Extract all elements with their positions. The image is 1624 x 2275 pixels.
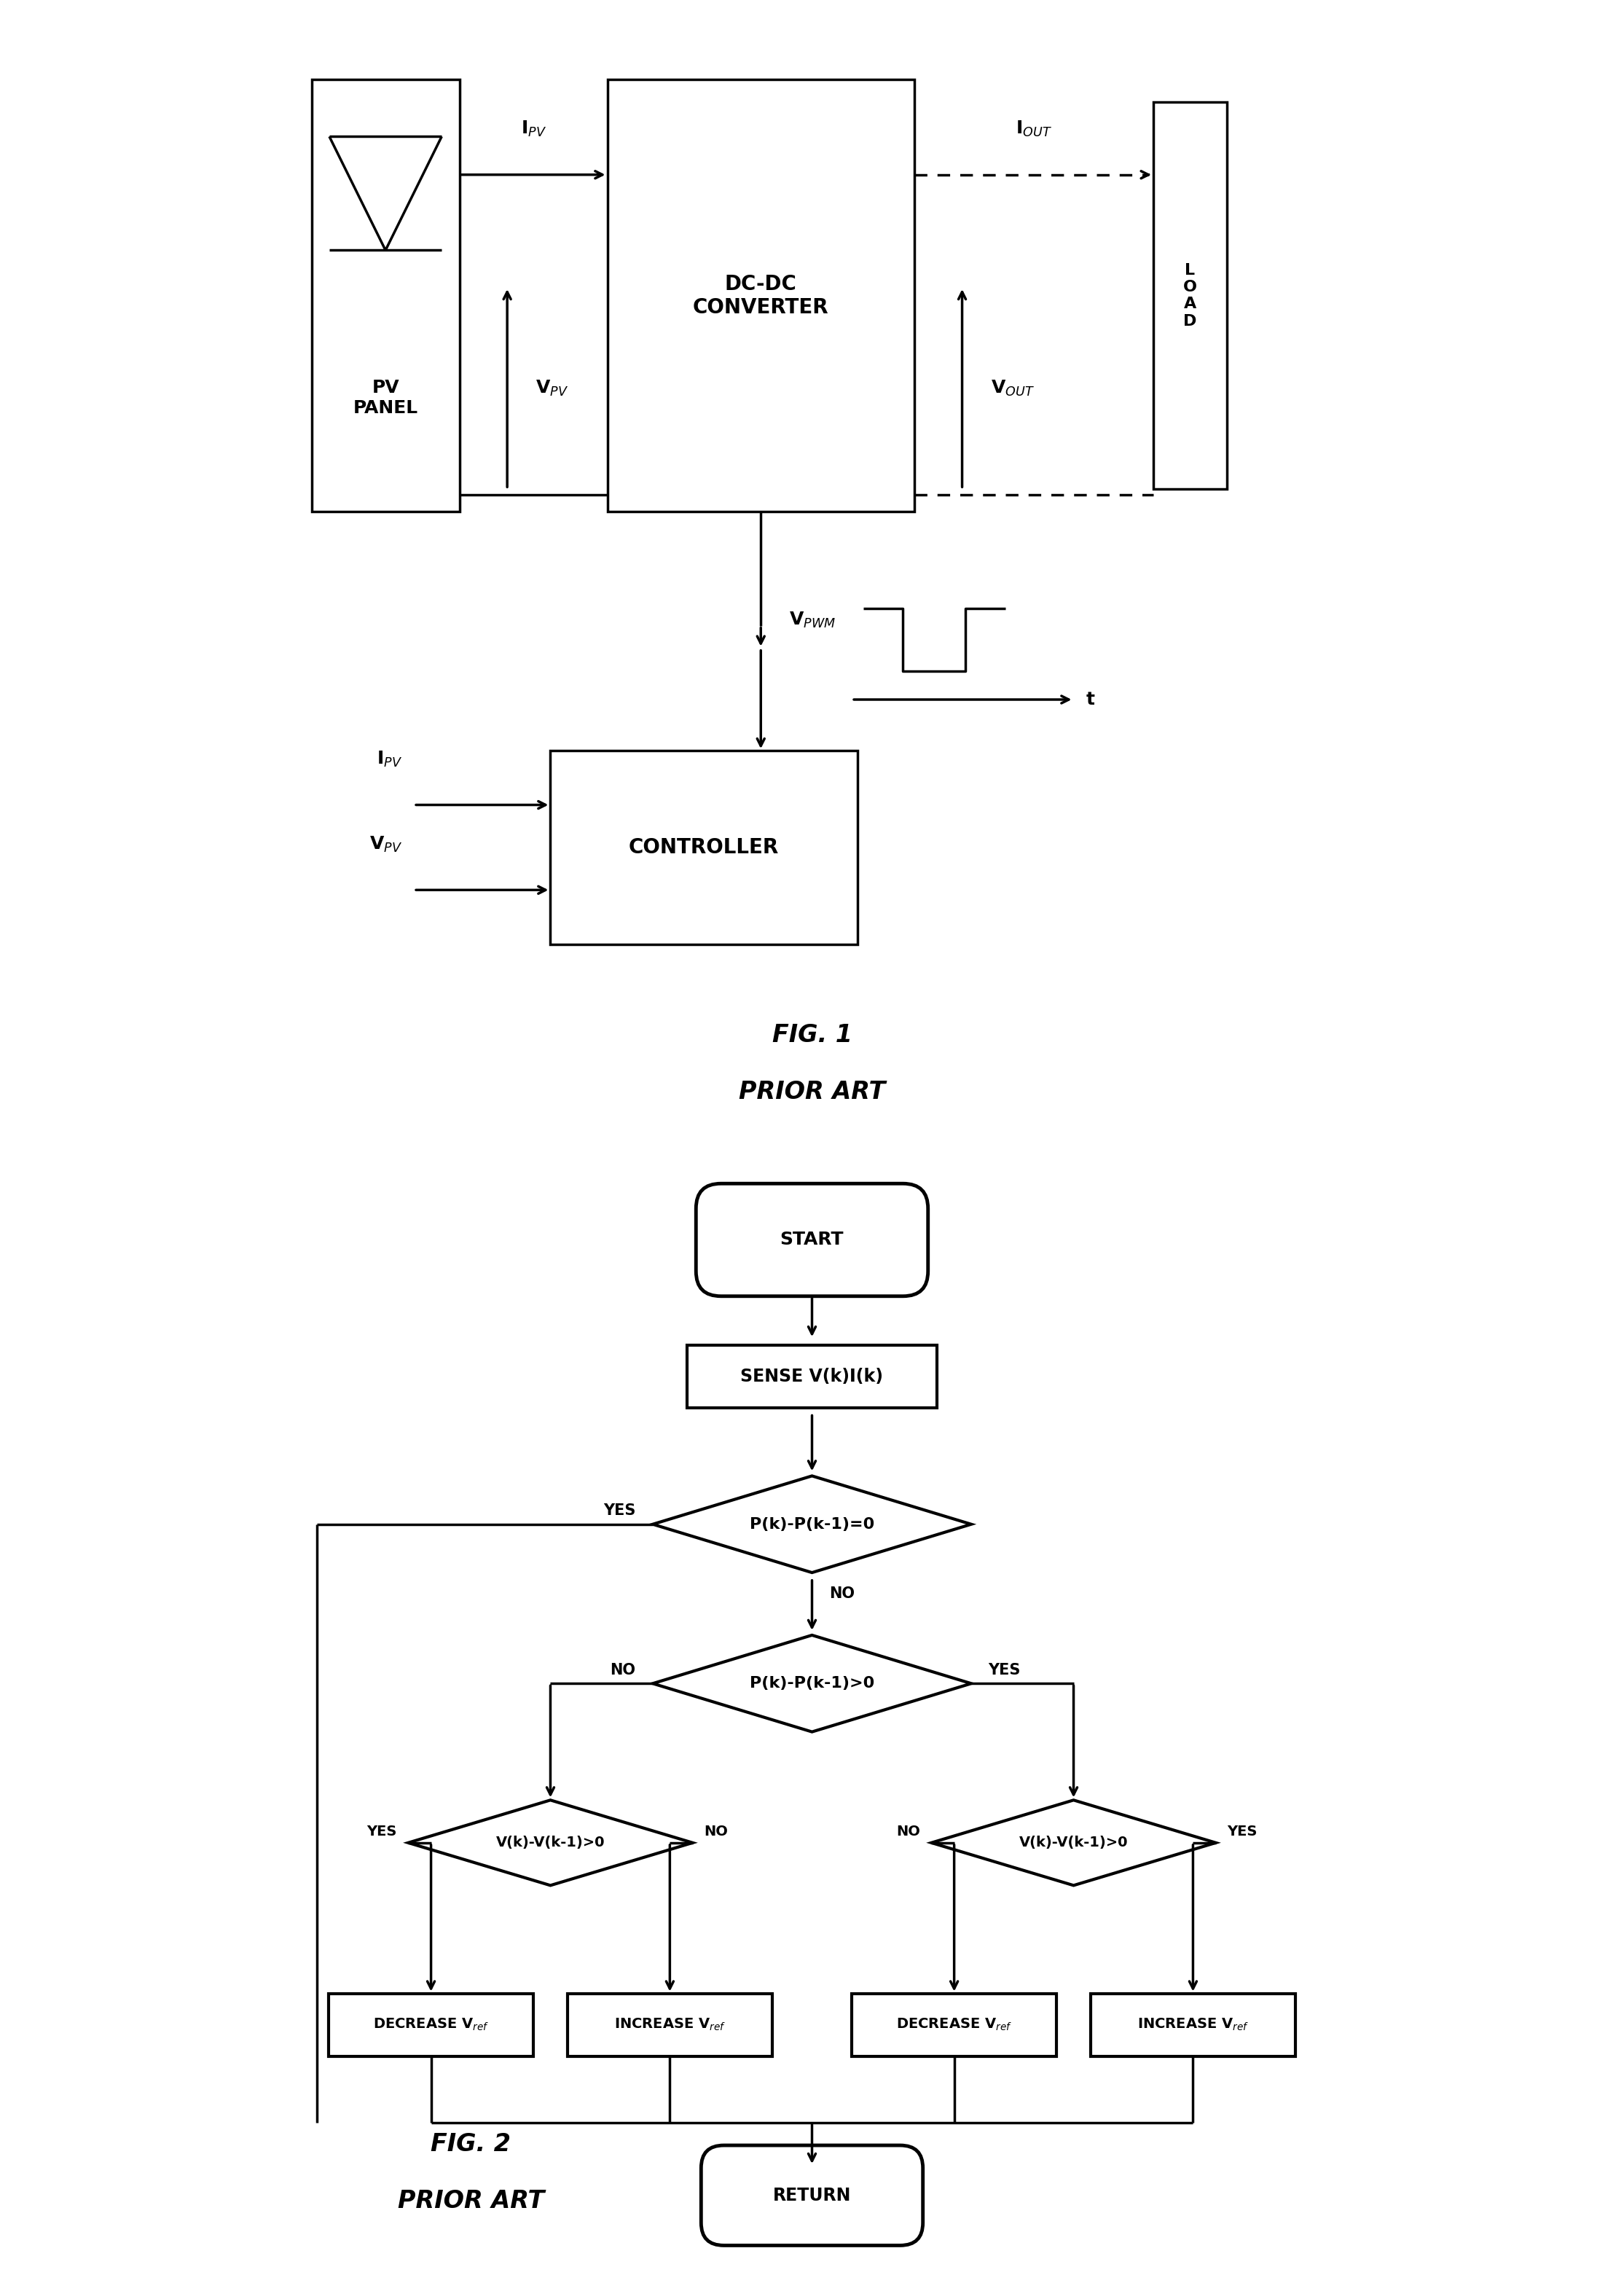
Polygon shape bbox=[408, 1800, 692, 1886]
Text: NO: NO bbox=[611, 1663, 635, 1677]
Text: PV
PANEL: PV PANEL bbox=[352, 380, 417, 416]
Text: DC-DC
CONVERTER: DC-DC CONVERTER bbox=[693, 273, 828, 318]
Text: P(k)-P(k-1)=0: P(k)-P(k-1)=0 bbox=[750, 1517, 874, 1531]
Text: DECREASE V$_{ref}$: DECREASE V$_{ref}$ bbox=[374, 2018, 489, 2032]
Text: V$_{PV}$: V$_{PV}$ bbox=[370, 835, 403, 853]
Text: PRIOR ART: PRIOR ART bbox=[398, 2189, 544, 2214]
Text: I$_{PV}$: I$_{PV}$ bbox=[521, 121, 546, 139]
FancyBboxPatch shape bbox=[702, 2145, 922, 2245]
Text: FIG. 2: FIG. 2 bbox=[430, 2132, 512, 2157]
FancyBboxPatch shape bbox=[853, 1993, 1057, 2057]
Text: NO: NO bbox=[896, 1825, 921, 1838]
Text: YES: YES bbox=[989, 1663, 1020, 1677]
FancyBboxPatch shape bbox=[312, 80, 460, 512]
Text: NO: NO bbox=[830, 1586, 854, 1602]
Text: INCREASE V$_{ref}$: INCREASE V$_{ref}$ bbox=[614, 2018, 726, 2032]
Text: P(k)-P(k-1)>0: P(k)-P(k-1)>0 bbox=[750, 1677, 874, 1690]
Text: YES: YES bbox=[1228, 1825, 1257, 1838]
Text: RETURN: RETURN bbox=[773, 2186, 851, 2204]
Text: START: START bbox=[780, 1231, 844, 1249]
Text: L
O
A
D: L O A D bbox=[1184, 264, 1197, 328]
FancyBboxPatch shape bbox=[687, 1345, 937, 1408]
FancyBboxPatch shape bbox=[567, 1993, 771, 2057]
FancyBboxPatch shape bbox=[1153, 102, 1228, 489]
Text: FIG. 1: FIG. 1 bbox=[771, 1024, 853, 1046]
Text: V(k)-V(k-1)>0: V(k)-V(k-1)>0 bbox=[495, 1836, 604, 1850]
FancyBboxPatch shape bbox=[697, 1183, 927, 1297]
Text: V(k)-V(k-1)>0: V(k)-V(k-1)>0 bbox=[1020, 1836, 1129, 1850]
Text: I$_{OUT}$: I$_{OUT}$ bbox=[1015, 121, 1052, 139]
Text: YES: YES bbox=[604, 1504, 635, 1517]
Text: V$_{PV}$: V$_{PV}$ bbox=[536, 378, 568, 398]
Text: SENSE V(k)I(k): SENSE V(k)I(k) bbox=[741, 1367, 883, 1385]
Text: t: t bbox=[1086, 692, 1095, 708]
Text: PRIOR ART: PRIOR ART bbox=[739, 1081, 885, 1103]
FancyBboxPatch shape bbox=[328, 1993, 533, 2057]
Text: INCREASE V$_{ref}$: INCREASE V$_{ref}$ bbox=[1137, 2018, 1249, 2032]
Text: DECREASE V$_{ref}$: DECREASE V$_{ref}$ bbox=[896, 2018, 1012, 2032]
Polygon shape bbox=[932, 1800, 1216, 1886]
FancyBboxPatch shape bbox=[551, 751, 857, 944]
Polygon shape bbox=[653, 1476, 971, 1572]
FancyBboxPatch shape bbox=[607, 80, 914, 512]
Text: V$_{OUT}$: V$_{OUT}$ bbox=[991, 378, 1034, 398]
Text: NO: NO bbox=[703, 1825, 728, 1838]
Polygon shape bbox=[653, 1636, 971, 1731]
Text: V$_{PWM}$: V$_{PWM}$ bbox=[789, 610, 836, 630]
Text: CONTROLLER: CONTROLLER bbox=[628, 837, 780, 858]
Text: I$_{PV}$: I$_{PV}$ bbox=[377, 751, 403, 769]
FancyBboxPatch shape bbox=[1091, 1993, 1296, 2057]
Text: YES: YES bbox=[367, 1825, 396, 1838]
